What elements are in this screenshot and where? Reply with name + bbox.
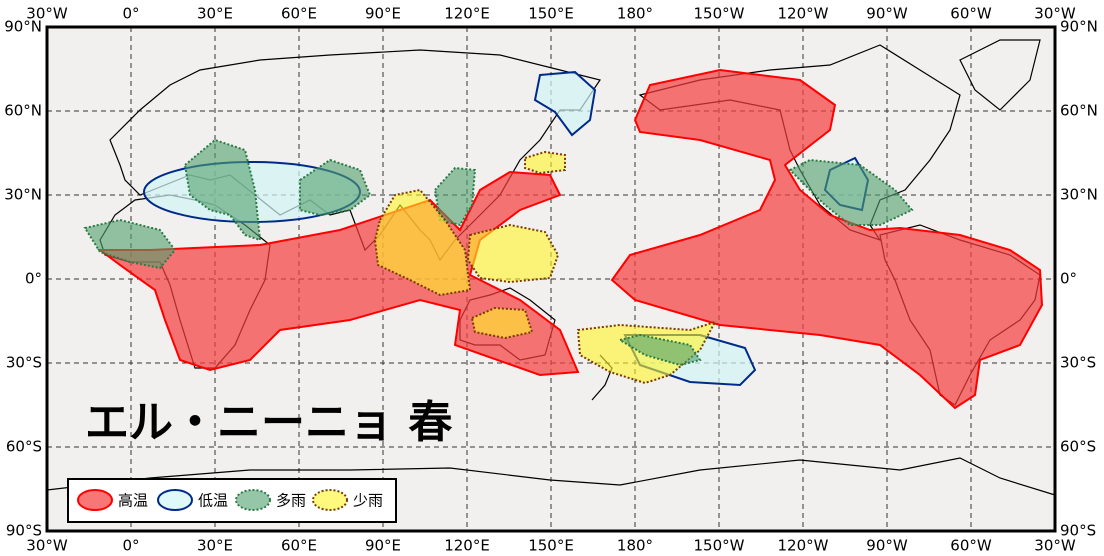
lon-label: 120°E [444, 5, 490, 23]
lat-label: 0° [1060, 270, 1077, 288]
greenland [959, 39, 1041, 111]
dry-region [470, 306, 534, 340]
lon-label: 0° [122, 5, 139, 23]
cold-region [533, 70, 597, 137]
lat-label: 90°N [4, 18, 42, 36]
legend-swatch [312, 489, 348, 511]
lon-label: 150°E [528, 537, 574, 555]
wet-region [617, 333, 702, 367]
wet-region [83, 218, 177, 270]
lat-label: 60°S [6, 438, 42, 456]
lat-label: 60°N [1060, 102, 1098, 120]
lon-label: 120°W [778, 537, 829, 555]
dry-region [466, 223, 560, 284]
lon-label: 150°W [694, 5, 745, 23]
wet-region [299, 158, 372, 217]
lon-label: 30°W [1034, 5, 1076, 23]
lon-label: 90°E [365, 537, 401, 555]
lon-label: 150°E [528, 5, 574, 23]
anomaly-regions [83, 68, 1044, 410]
lon-label: 60°E [281, 537, 317, 555]
lon-label: 30°W [1034, 537, 1076, 555]
lon-label: 60°E [281, 5, 317, 23]
lat-label: 60°N [4, 102, 42, 120]
lon-label: 30°W [26, 5, 68, 23]
legend-swatch [157, 489, 193, 511]
lat-label: 30°N [4, 186, 42, 204]
legend-label: 低温 [198, 492, 228, 510]
axis-labels: 30°W 30°W 0° 0° 30°E 30°E 60°E 60°E 90°E 90°E 120°… [4, 5, 1098, 555]
lon-label: 90°W [866, 5, 908, 23]
lon-label: 120°W [778, 5, 829, 23]
lon-label: 0° [122, 537, 139, 555]
lat-label: 60°S [1060, 438, 1096, 456]
legend-swatch [235, 489, 271, 511]
legend-swatch [77, 489, 113, 511]
lat-label: 90°S [6, 522, 42, 540]
legend: 高温 低温 多雨 少雨 [67, 478, 397, 523]
lon-label: 30°E [197, 537, 233, 555]
lon-label: 30°W [26, 537, 68, 555]
lon-label: 180° [617, 537, 653, 555]
lon-label: 60°W [950, 537, 992, 555]
lat-label: 30°S [6, 354, 42, 372]
dry-region [524, 150, 566, 175]
lat-label: 30°N [1060, 186, 1098, 204]
lat-label: 90°N [1060, 18, 1098, 36]
lat-label: 90°S [1060, 522, 1096, 540]
map-title: エル・ニーニョ 春 [85, 397, 452, 448]
map-frame [45, 25, 1057, 533]
lon-label: 60°W [950, 5, 992, 23]
lon-label: 180° [617, 5, 653, 23]
lat-label: 0° [25, 270, 42, 288]
lon-label: 90°W [866, 537, 908, 555]
lon-label: 120°E [444, 537, 490, 555]
wet-region [183, 138, 262, 242]
warm-region [610, 68, 1044, 410]
lat-label: 30°S [1060, 354, 1096, 372]
lon-label: 30°E [197, 5, 233, 23]
lon-label: 150°W [694, 537, 745, 555]
legend-label: 多雨 [276, 492, 306, 510]
antarctica [46, 457, 1056, 496]
wet-region [788, 158, 914, 226]
legend-label: 少雨 [353, 492, 383, 510]
dry-region [373, 188, 472, 297]
legend-label: 高温 [118, 492, 148, 510]
lon-label: 90°E [365, 5, 401, 23]
